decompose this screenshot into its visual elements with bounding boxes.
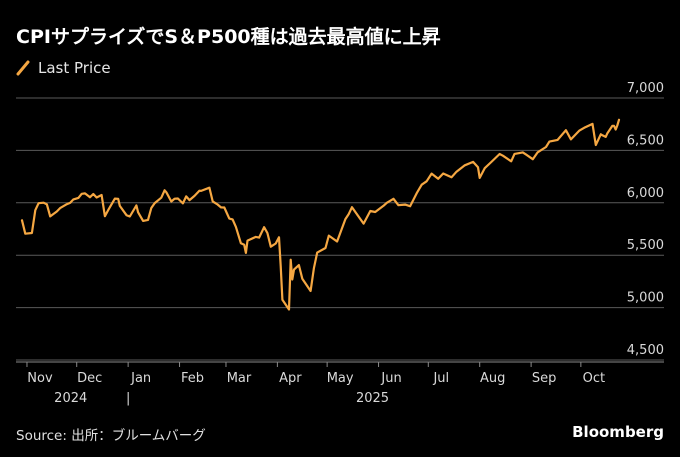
chart-title: CPIサプライズでS＆P500種は過去最高値に上昇 (16, 26, 441, 48)
source-note: Source: 出所：ブルームバーグ (16, 428, 206, 444)
y-tick-label: 7,000 (627, 81, 664, 96)
y-tick-label: 6,000 (627, 186, 664, 201)
x-tick-label: Jan (130, 371, 151, 386)
year-separator: | (126, 391, 130, 406)
legend: Last Price (16, 59, 111, 77)
y-tick-label: 5,000 (627, 291, 664, 306)
year-label: 2025 (356, 391, 389, 406)
legend-line-icon (16, 60, 30, 76)
x-tick-label: Jul (432, 371, 449, 386)
x-tick-label: Feb (181, 371, 204, 386)
x-tick-label: Oct (583, 371, 605, 386)
year-label: 2024 (54, 391, 87, 406)
x-tick-label: May (327, 371, 354, 386)
x-tick-label: Apr (279, 371, 302, 386)
x-tick-label: Aug (480, 371, 505, 386)
x-tick-label: Dec (77, 371, 102, 386)
x-tick-label: Sep (532, 371, 557, 386)
x-tick-label: Nov (27, 371, 53, 386)
legend-label: Last Price (38, 59, 111, 77)
y-tick-label: 6,500 (627, 133, 664, 148)
y-tick-label: 5,500 (627, 238, 664, 253)
series-line-last-price (20, 118, 621, 311)
y-tick-label: 4,500 (627, 343, 664, 358)
x-tick-label: Mar (227, 371, 252, 386)
x-tick-label: Jun (380, 371, 401, 386)
bloomberg-logo: Bloomberg (572, 423, 664, 441)
